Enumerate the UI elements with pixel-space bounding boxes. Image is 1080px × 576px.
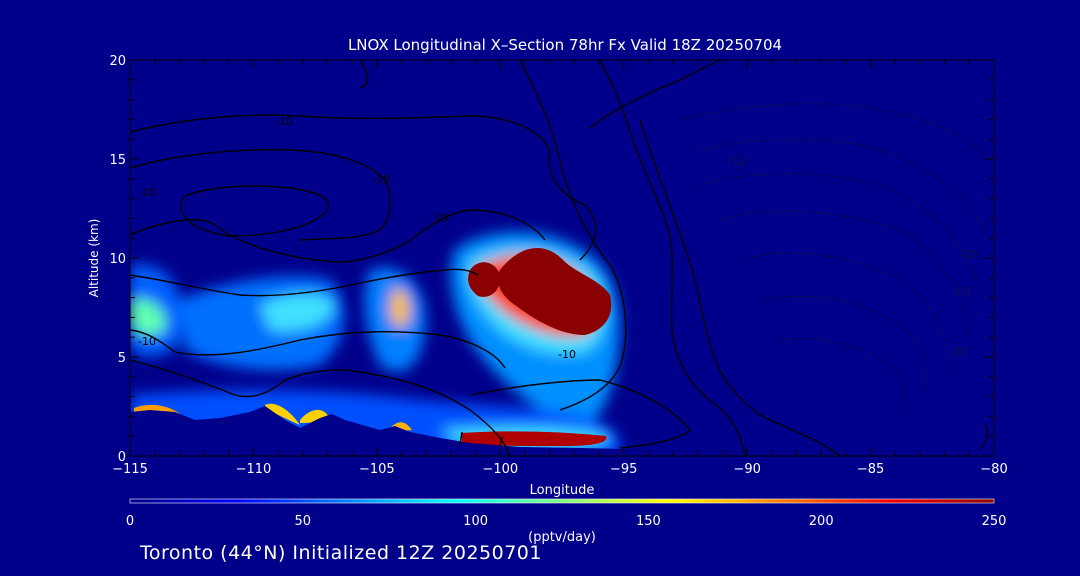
y-tick-label: 20 — [109, 54, 126, 69]
contour-label: -10 — [952, 285, 970, 298]
x-tick-label: −105 — [359, 462, 395, 477]
colorbar-tick-label: 0 — [126, 514, 134, 529]
contour-label: -10 — [728, 155, 746, 168]
terrain-mask — [130, 406, 994, 456]
colorbar-ticks: 0 50 100 150 200 250 — [126, 514, 1007, 529]
y-axis-label: Altitude (km) — [87, 219, 101, 298]
contour-dashed — [699, 173, 981, 291]
y-axis: 0 5 10 15 20 — [109, 54, 994, 465]
contour-labels: -10 -10 -10 -10 -10 -10 -10 -10 -10 -10 — [138, 115, 978, 361]
lnox-region-mid-core — [390, 289, 410, 328]
lnox-hot-cores — [134, 248, 612, 446]
contour-label: -10 — [275, 115, 293, 128]
contour-label: -10 — [950, 345, 968, 358]
x-axis-label: Longitude — [530, 483, 595, 498]
y-tick-label: 5 — [118, 351, 126, 366]
contour-line — [130, 268, 479, 297]
contour-dashed — [759, 295, 928, 391]
contour-dashed — [779, 338, 904, 411]
contour-line — [639, 119, 841, 456]
colorbar: 0 50 100 150 200 250 (pptv/day) — [126, 498, 1007, 545]
contour-line — [979, 424, 989, 451]
contour-line — [130, 149, 392, 241]
contour-line — [130, 359, 511, 456]
lnox-core-storm-west — [468, 262, 501, 297]
contours — [130, 60, 989, 456]
plot-area: -10 -10 -10 -10 -10 -10 -10 -10 -10 -10 — [130, 60, 994, 456]
contour-line — [130, 329, 506, 369]
colorbar-tick-label: 250 — [982, 514, 1007, 529]
y-tick-label: 15 — [109, 153, 126, 168]
contour-label: -10 — [138, 335, 156, 348]
x-tick-label: −80 — [980, 462, 1007, 477]
x-axis: −115 −110 −105 −100 −95 −90 −85 −80 — [112, 60, 1008, 477]
footer-caption: Toronto (44°N) Initialized 12Z 20250701 — [140, 542, 542, 564]
lnox-region-west-upper-core — [130, 299, 166, 336]
contour-line — [519, 60, 627, 411]
contour-line — [459, 431, 503, 447]
x-tick-label: −85 — [857, 462, 884, 477]
contour-dashed — [699, 139, 986, 231]
x-tick-label: −100 — [482, 462, 518, 477]
colorbar-tick-label: 100 — [463, 514, 488, 529]
colorbar-tick-label: 50 — [295, 514, 312, 529]
x-tick-label: −90 — [733, 462, 760, 477]
lnox-region-mid-west-core — [260, 293, 335, 332]
contour-dashed — [719, 210, 971, 341]
y-tick-label: 10 — [109, 252, 126, 267]
x-tick-label: −115 — [112, 462, 148, 477]
contour-label: -10 — [558, 348, 576, 361]
colorbar-ramp — [129, 498, 995, 504]
terrain — [130, 406, 994, 456]
contour-line — [359, 60, 721, 129]
colorbar-tick-label: 200 — [809, 514, 834, 529]
contour-label: -10 — [372, 173, 390, 186]
contour-dashed — [739, 252, 951, 371]
contour-line — [180, 185, 330, 237]
contour-line — [130, 114, 597, 261]
contour-label: -10 — [430, 212, 448, 225]
lnox-core-low-mid1 — [265, 403, 300, 425]
contours-negative — [679, 103, 991, 411]
contour-label: -10 — [138, 186, 156, 199]
colorbar-tick-label: 150 — [636, 514, 661, 529]
contour-line — [469, 379, 691, 449]
contour-label: -10 — [960, 248, 978, 261]
contour-line — [130, 209, 546, 263]
lnox-core-storm-main — [498, 248, 612, 335]
y-tick-label: 0 — [118, 450, 126, 465]
x-tick-label: −110 — [236, 462, 272, 477]
colorbar-label: (pptv/day) — [528, 530, 596, 545]
chart-title: LNOX Longitudinal X–Section 78hr Fx Vali… — [348, 36, 782, 54]
x-tick-label: −95 — [610, 462, 637, 477]
contour-line — [599, 60, 746, 456]
